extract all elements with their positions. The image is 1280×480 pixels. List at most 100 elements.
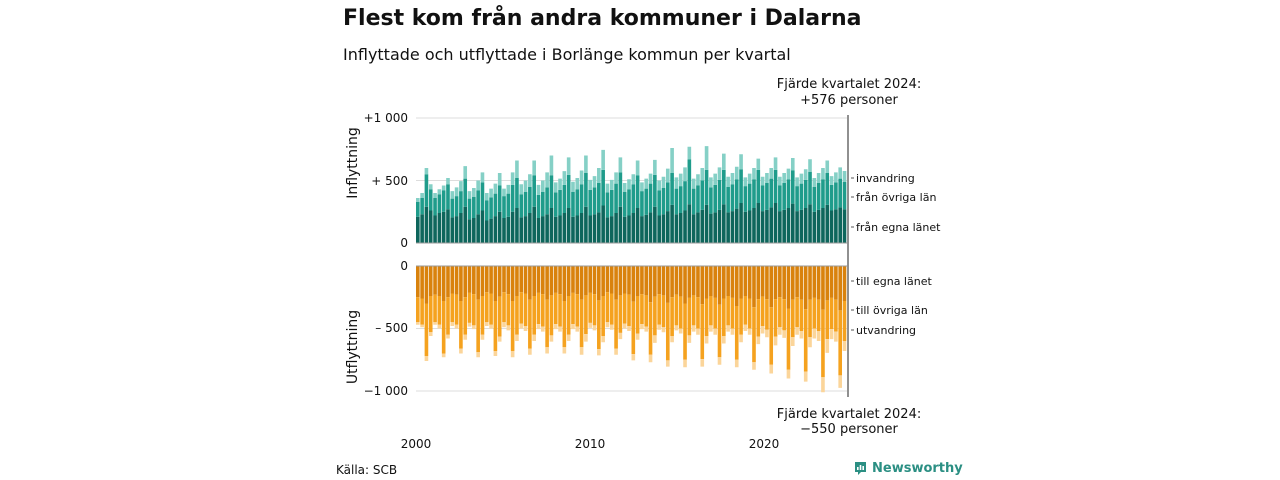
bar-utvandring bbox=[433, 322, 437, 325]
bar-utvandring bbox=[709, 325, 713, 332]
bar-fran-ovriga-lan bbox=[717, 179, 722, 210]
bar-till-ovriga-lan bbox=[778, 297, 782, 328]
bar-utvandring bbox=[510, 351, 515, 358]
bar-fran-ovriga-lan bbox=[696, 185, 700, 213]
bar-fran-ovriga-lan bbox=[756, 169, 761, 204]
bar-fran-egna-lanet bbox=[484, 220, 489, 243]
bar-till-ovriga-lan bbox=[579, 299, 584, 348]
bar-utvandring bbox=[657, 324, 661, 330]
bar-till-egna-lanet bbox=[519, 266, 524, 293]
top-annotation-line2: +576 personer bbox=[800, 93, 898, 108]
bar-till-egna-lanet bbox=[795, 266, 799, 298]
bar-utvandring bbox=[799, 331, 804, 339]
bar-invandring bbox=[532, 160, 536, 176]
bar-till-egna-lanet bbox=[657, 266, 661, 295]
bar-fran-ovriga-lan bbox=[778, 185, 782, 212]
bar-fran-ovriga-lan bbox=[566, 174, 571, 209]
bar-fran-ovriga-lan bbox=[812, 186, 817, 212]
bar-invandring bbox=[622, 183, 627, 192]
bar-fran-egna-lanet bbox=[540, 216, 545, 244]
bar-invandring bbox=[467, 191, 472, 199]
bar-till-ovriga-lan bbox=[497, 296, 502, 337]
bar-till-egna-lanet bbox=[635, 266, 640, 296]
brand-logo[interactable]: Newsworthy bbox=[854, 461, 963, 476]
bar-till-ovriga-lan bbox=[549, 295, 554, 336]
bar-till-egna-lanet bbox=[683, 266, 687, 304]
bar-till-ovriga-lan bbox=[756, 299, 761, 337]
bar-fran-egna-lanet bbox=[480, 210, 485, 243]
bar-invandring bbox=[575, 178, 580, 190]
bar-till-egna-lanet bbox=[597, 266, 601, 301]
bar-fran-egna-lanet bbox=[454, 216, 459, 244]
bar-invandring bbox=[450, 191, 455, 199]
bar-utvandring bbox=[683, 359, 687, 368]
y-tick-label: 0 bbox=[400, 236, 408, 250]
bar-invandring bbox=[562, 171, 567, 185]
bar-utvandring bbox=[493, 351, 498, 356]
bar-till-egna-lanet bbox=[497, 266, 502, 297]
bar-fran-ovriga-lan bbox=[816, 183, 821, 210]
bar-fran-egna-lanet bbox=[704, 204, 709, 244]
bar-fran-ovriga-lan bbox=[821, 179, 825, 208]
bar-till-egna-lanet bbox=[484, 266, 489, 293]
bar-till-egna-lanet bbox=[704, 266, 709, 299]
bar-fran-ovriga-lan bbox=[752, 179, 756, 208]
bar-till-ovriga-lan bbox=[816, 299, 821, 331]
bar-till-ovriga-lan bbox=[808, 299, 812, 338]
bar-fran-ovriga-lan bbox=[661, 188, 666, 215]
bar-till-ovriga-lan bbox=[834, 299, 838, 332]
bar-till-ovriga-lan bbox=[506, 294, 511, 326]
bar-till-egna-lanet bbox=[446, 266, 450, 298]
bar-utvandring bbox=[424, 356, 429, 361]
bar-invandring bbox=[670, 148, 674, 173]
bar-fran-egna-lanet bbox=[661, 214, 666, 243]
page-title: Flest kom från andra kommuner i Dalarna bbox=[343, 6, 862, 31]
bar-utvandring bbox=[484, 322, 489, 326]
bar-fran-egna-lanet bbox=[622, 216, 627, 243]
bar-till-egna-lanet bbox=[700, 266, 705, 305]
bar-till-egna-lanet bbox=[665, 266, 670, 303]
bar-fran-egna-lanet bbox=[829, 210, 834, 243]
bar-invandring bbox=[437, 189, 442, 195]
bar-fran-egna-lanet bbox=[773, 203, 778, 243]
bar-fran-egna-lanet bbox=[605, 217, 610, 244]
bar-till-ovriga-lan bbox=[838, 310, 842, 376]
bottom-annotation-line1: Fjärde kvartalet 2024: bbox=[777, 407, 921, 422]
bar-till-ovriga-lan bbox=[433, 294, 437, 323]
bar-utvandring bbox=[523, 326, 528, 331]
bar-fran-egna-lanet bbox=[493, 216, 498, 244]
bar-fran-ovriga-lan bbox=[670, 173, 674, 205]
bar-invandring bbox=[605, 183, 610, 193]
bar-till-ovriga-lan bbox=[566, 296, 571, 335]
bar-invandring bbox=[713, 173, 718, 185]
bar-fran-ovriga-lan bbox=[657, 190, 661, 216]
bar-utvandring bbox=[609, 324, 614, 330]
bar-till-egna-lanet bbox=[416, 266, 420, 298]
bar-till-ovriga-lan bbox=[450, 293, 455, 323]
bar-invandring bbox=[592, 176, 597, 188]
bar-till-ovriga-lan bbox=[588, 292, 593, 323]
bar-invandring bbox=[553, 182, 558, 193]
bar-till-ovriga-lan bbox=[420, 298, 424, 325]
bar-utvandring bbox=[653, 335, 657, 343]
bar-utvandring bbox=[467, 322, 472, 327]
bar-invandring bbox=[614, 172, 618, 184]
x-tick-label: 2000 bbox=[401, 437, 432, 451]
bar-fran-ovriga-lan bbox=[709, 187, 713, 214]
bar-utvandring bbox=[717, 357, 722, 365]
bar-utvandring bbox=[472, 325, 476, 330]
bar-till-ovriga-lan bbox=[661, 295, 666, 328]
bar-fran-egna-lanet bbox=[709, 213, 713, 244]
legend-utvandring: utvandring bbox=[856, 324, 916, 337]
bar-fran-ovriga-lan bbox=[683, 181, 687, 211]
bar-fran-ovriga-lan bbox=[493, 193, 498, 217]
bar-till-ovriga-lan bbox=[605, 292, 610, 323]
bar-invandring bbox=[441, 185, 446, 191]
legend-fran-ovriga-lan: från övriga län bbox=[856, 191, 936, 204]
bar-invandring bbox=[424, 168, 429, 175]
bar-invandring bbox=[717, 167, 722, 180]
bar-till-egna-lanet bbox=[769, 266, 774, 308]
bar-till-egna-lanet bbox=[812, 266, 817, 298]
bar-invandring bbox=[502, 188, 506, 197]
inflow-axis-label: Inflyttning bbox=[345, 127, 361, 199]
